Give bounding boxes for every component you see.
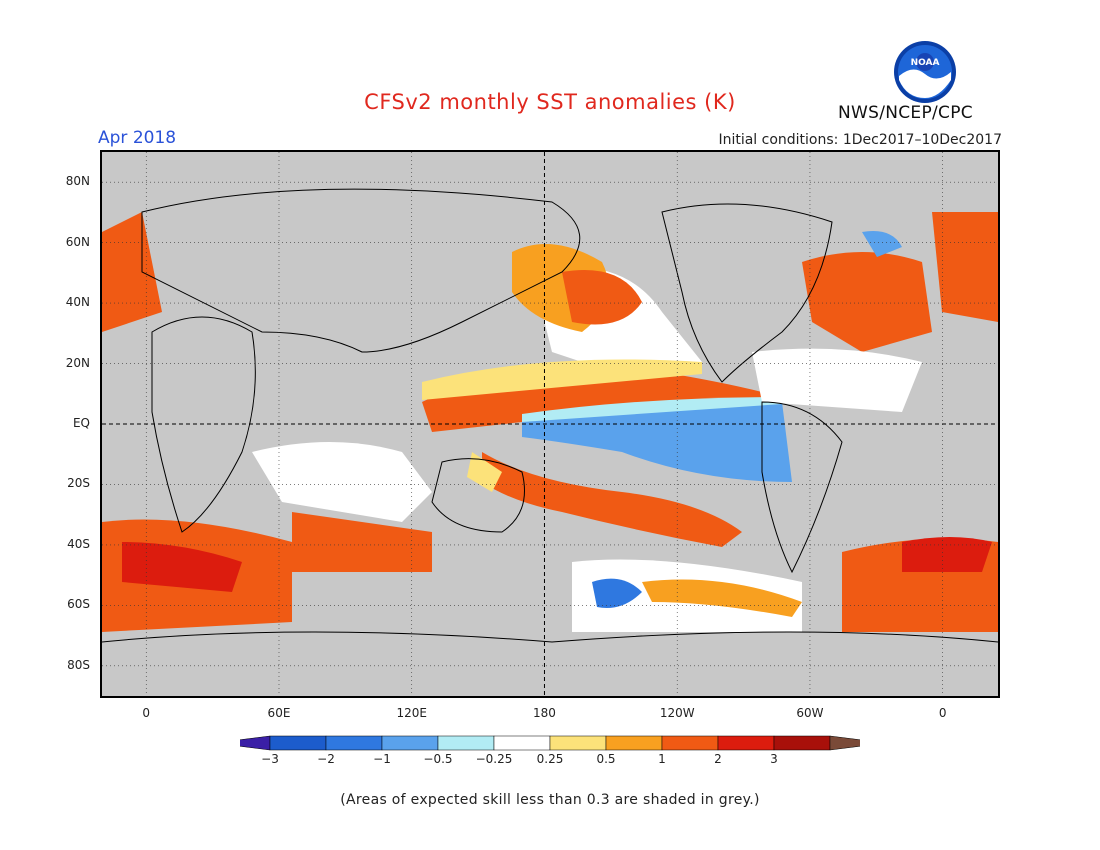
anomaly-cold-tongue — [522, 402, 792, 482]
lat-label: 40N — [65, 295, 90, 310]
anomaly-so-pac-orange — [642, 579, 802, 617]
map-canvas — [102, 152, 998, 696]
colorbar-swatch — [493, 735, 551, 751]
anomaly-yellow-spac — [467, 452, 502, 492]
coastlines — [102, 188, 998, 643]
lat-label: 40S — [67, 536, 90, 551]
lon-label: 0 — [142, 706, 151, 720]
lon-label: 60E — [267, 706, 291, 720]
colorbar-tick-label: −0.5 — [423, 752, 453, 766]
anomaly-white-indian — [252, 442, 432, 522]
sst-anomaly-map — [100, 150, 1000, 698]
colorbar-tick-label: 0.5 — [596, 752, 616, 766]
anomaly-orange-npac2 — [562, 270, 642, 325]
anomaly-so-pac-blue — [592, 578, 642, 608]
anomaly-so-ind — [292, 512, 432, 572]
noaa-logo-icon: NOAA — [894, 41, 956, 103]
forecast-month: Apr 2018 — [98, 128, 177, 148]
lat-label: 60N — [65, 234, 90, 249]
lon-label: 120W — [659, 706, 695, 720]
anomaly-cold-tongue-light — [522, 397, 782, 422]
colorbar-tick-label: 0.25 — [536, 752, 564, 766]
lat-label: 60S — [67, 597, 90, 612]
colorbar-swatch — [717, 735, 775, 751]
anomaly-east-edge — [932, 212, 998, 322]
colorbar-tick-label: −2 — [317, 752, 335, 766]
lat-label: 20N — [65, 355, 90, 370]
colorbar-swatch — [325, 735, 383, 751]
lat-label: EQ — [72, 416, 90, 430]
anomaly-so-east-dark — [902, 537, 992, 572]
anomaly-field — [102, 212, 998, 632]
anomaly-natl-orange — [802, 252, 932, 352]
coast-eurasia — [141, 188, 581, 353]
colorbar — [240, 735, 860, 751]
colorbar-tick-label: 1 — [658, 752, 666, 766]
lat-label: 80N — [65, 174, 90, 189]
colorbar-swatch — [437, 735, 495, 751]
colorbar-swatch — [269, 735, 327, 751]
anomaly-natl-white — [752, 348, 922, 412]
anomaly-so-atl-dark — [122, 542, 242, 592]
chart-title: CFSv2 monthly SST anomalies (K) — [364, 90, 736, 114]
coast-namerica — [661, 203, 833, 383]
coast-antarctica — [102, 631, 998, 643]
logo-text: NOAA — [911, 58, 940, 68]
colorbar-swatch — [605, 735, 663, 751]
initial-conditions: Initial conditions: 1Dec2017–10Dec2017 — [718, 132, 1002, 148]
colorbar-tick-label: −3 — [261, 752, 279, 766]
lon-label: 180 — [533, 706, 556, 720]
skill-footnote: (Areas of expected skill less than 0.3 a… — [340, 792, 760, 808]
coast-africa — [151, 316, 256, 533]
colorbar-tick-label: −0.25 — [475, 752, 513, 766]
colorbar-tick-label: 3 — [770, 752, 778, 766]
coast-australia — [431, 458, 525, 533]
anomaly-natl-blue — [862, 231, 902, 257]
lat-label: 20S — [67, 476, 90, 491]
anomaly-west-edge — [102, 212, 162, 332]
colorbar-tick-label: 2 — [714, 752, 722, 766]
anomaly-orange-spac — [482, 452, 742, 547]
agency-label: NWS/NCEP/CPC — [838, 103, 973, 123]
anomaly-yellow-eq — [422, 359, 702, 400]
colorbar-swatch — [773, 735, 831, 751]
lon-label: 60W — [796, 706, 824, 720]
lon-label: 120E — [396, 706, 427, 720]
colorbar-max-arrow — [829, 735, 860, 751]
colorbar-swatch — [661, 735, 719, 751]
lat-label: 80S — [67, 657, 90, 672]
coast-samerica — [761, 401, 843, 574]
colorbar-tick-label: −1 — [373, 752, 391, 766]
lon-label: 0 — [938, 706, 947, 720]
colorbar-swatch — [381, 735, 439, 751]
colorbar-min-arrow — [240, 735, 271, 751]
colorbar-swatch — [549, 735, 607, 751]
